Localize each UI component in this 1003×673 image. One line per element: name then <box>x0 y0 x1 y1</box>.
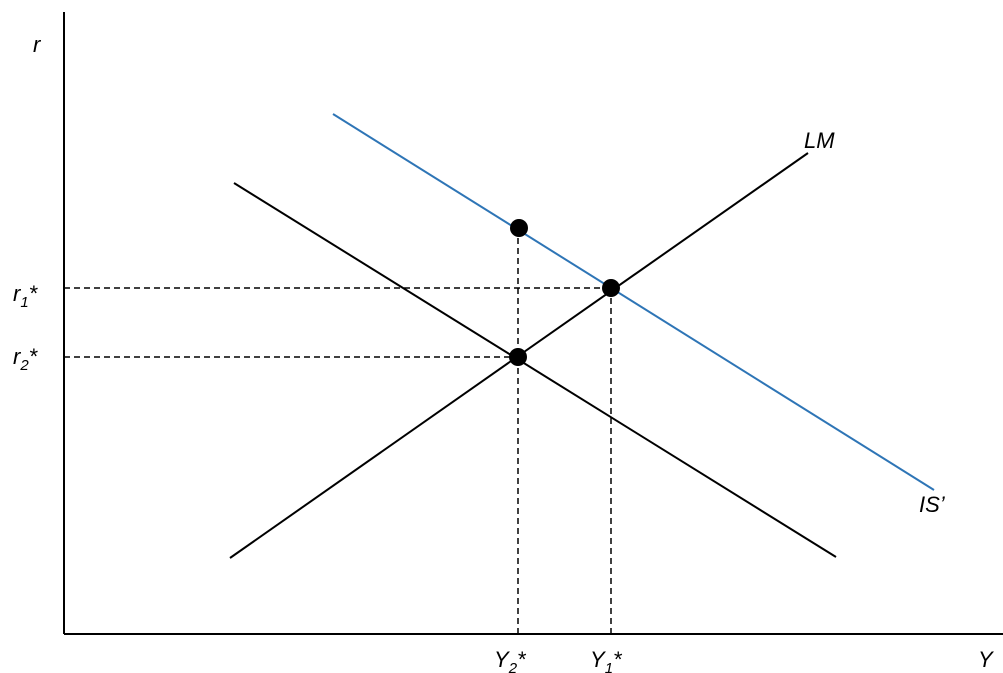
y2-star-label: Y2* <box>494 647 527 673</box>
r1-star-label: r1* <box>13 281 39 311</box>
is-shift-curve <box>332 113 935 491</box>
y1-star-label: Y1* <box>590 647 623 673</box>
r2-star-label: r2* <box>13 344 39 374</box>
x-axis-label: Y <box>978 647 994 672</box>
y-axis-label: r <box>33 32 42 57</box>
is-shift-curve-label: IS’ <box>919 492 946 517</box>
point-equilibrium-2 <box>509 348 527 366</box>
lm-curve-label: LM <box>804 128 835 153</box>
is-curve <box>233 182 837 558</box>
point-upper-is-shift <box>510 219 528 237</box>
point-equilibrium-1 <box>602 279 620 297</box>
